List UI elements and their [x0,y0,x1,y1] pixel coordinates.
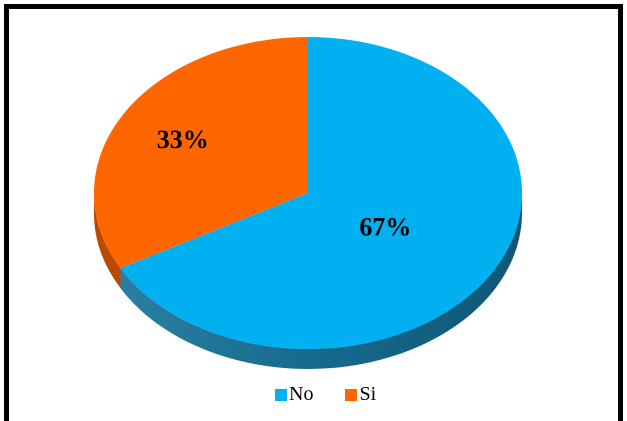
legend-swatch-no [275,388,287,401]
data-label-no: 67% [359,212,411,241]
legend-item-si: Si [345,383,376,406]
pie-side-si [94,193,121,289]
data-label-si: 33% [157,125,209,154]
legend-label-no: No [289,383,314,405]
chart-legend: No Si [275,383,376,406]
legend-label-si: Si [359,383,377,405]
legend-item-no: No [275,383,313,406]
pie-slice-no [120,37,523,349]
legend-swatch-si [345,388,358,401]
pie-slice-si [94,37,308,269]
